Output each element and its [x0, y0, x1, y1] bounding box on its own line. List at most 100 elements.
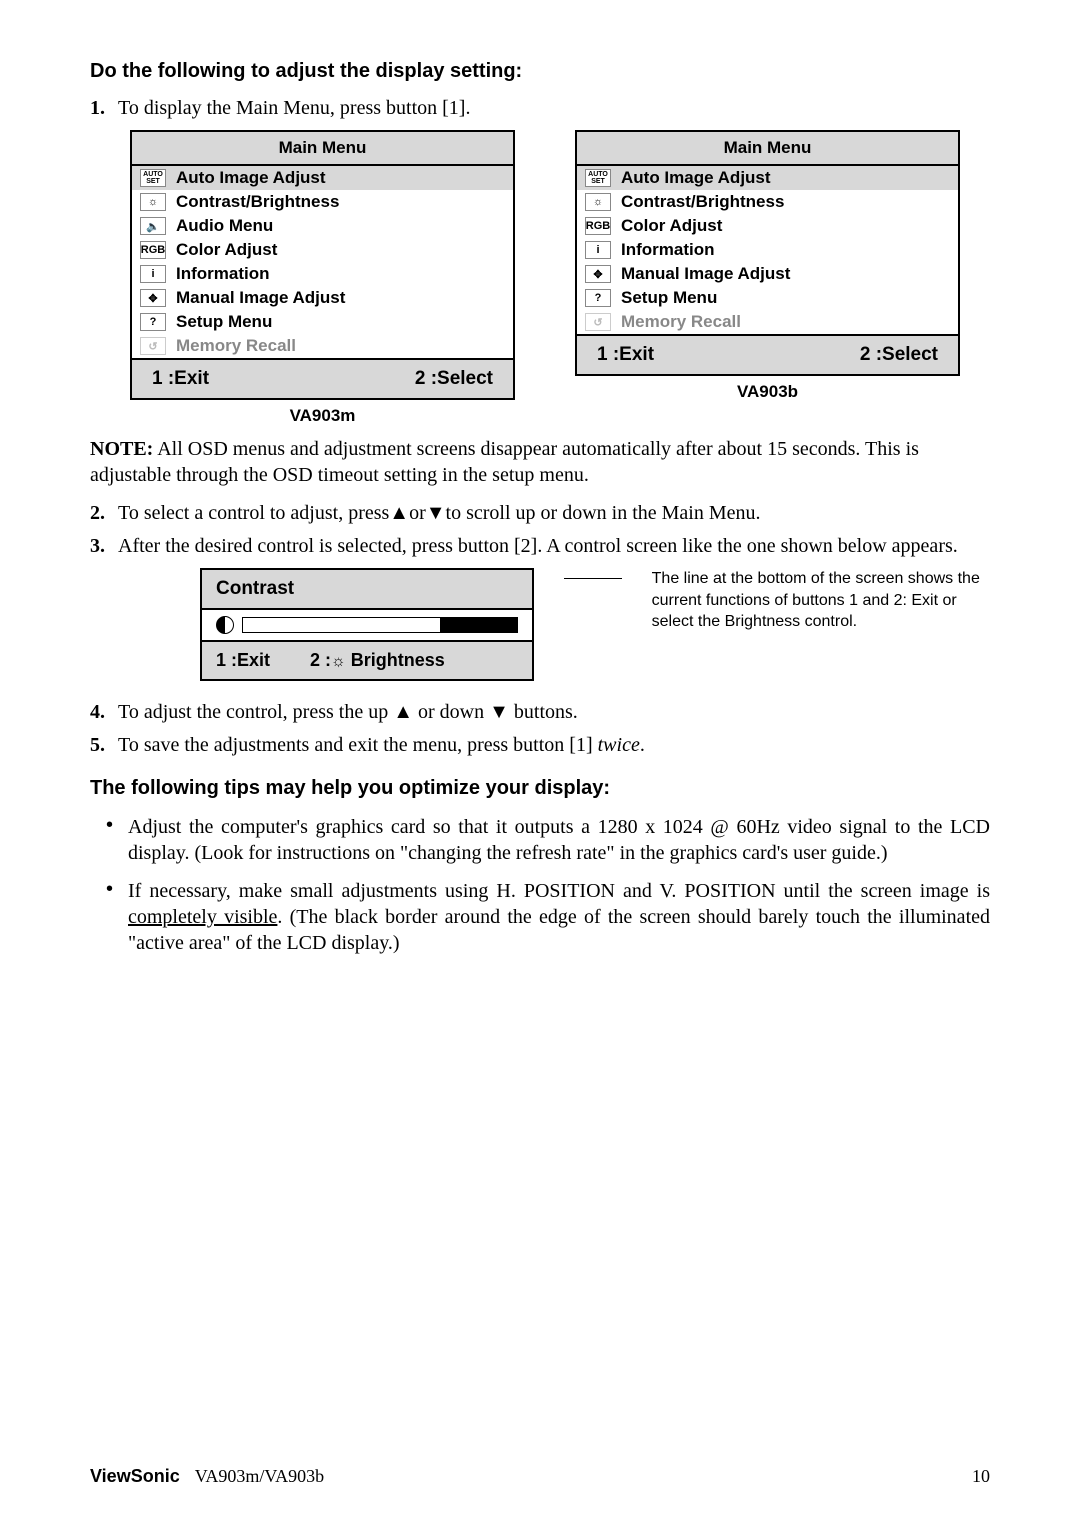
note-label: NOTE: [90, 438, 153, 460]
menu-item-label: Color Adjust [176, 240, 277, 260]
menu-item[interactable]: RGBColor Adjust [132, 238, 513, 262]
info-icon: i [140, 265, 166, 283]
brightness-label: 2 :☼ Brightness [310, 650, 445, 671]
menu-item[interactable]: ✥ Manual Image Adjust [132, 286, 513, 310]
tip-2: • If necessary, make small adjustments u… [90, 878, 990, 956]
footer-page: 10 [972, 1466, 990, 1487]
main-menu-left: Main Menu AUTOSET Auto Image Adjust ☼ Contr… [130, 130, 515, 400]
menu-item-label: Information [621, 240, 715, 260]
menu-item-label: Color Adjust [621, 216, 722, 236]
step-4: 4. To adjust the control, press the up ▲… [90, 701, 990, 724]
contrast-slider-fill [440, 618, 517, 632]
sun-icon: ☼ [585, 193, 611, 211]
menu-item-label: Auto Image Adjust [621, 168, 771, 188]
menu-item-label: Contrast/Brightness [176, 192, 339, 212]
callout-line [564, 578, 622, 579]
arrows-icon: ✥ [140, 289, 166, 307]
auto-set-icon: AUTOSET [585, 169, 611, 187]
menu-title: Main Menu [132, 132, 513, 164]
bullet-icon: • [106, 814, 128, 866]
menu-item[interactable]: AUTOSET Auto Image Adjust [577, 166, 958, 190]
step-number: 3. [90, 535, 118, 558]
main-menu-right: Main Menu AUTOSET Auto Image Adjust ☼ Contr… [575, 130, 960, 376]
arrows-icon: ✥ [585, 265, 611, 283]
menu-item[interactable]: ☼ Contrast/Brightness [577, 190, 958, 214]
callout-text: The line at the bottom of the screen sho… [652, 568, 990, 633]
menu-item-label: Manual Image Adjust [176, 288, 345, 308]
speaker-icon: 🔈 [140, 217, 166, 235]
menu-item[interactable]: ✥ Manual Image Adjust [577, 262, 958, 286]
sun-icon: ☼ [140, 193, 166, 211]
menu-item-label: Auto Image Adjust [176, 168, 326, 188]
menu-item[interactable]: AUTOSET Auto Image Adjust [132, 166, 513, 190]
contrast-footer: 1 :Exit 2 :☼ Brightness [202, 642, 532, 679]
recall-icon: ↺ [140, 337, 166, 355]
rgb-icon: RGB [585, 217, 611, 235]
exit-label: 1 :Exit [216, 650, 270, 671]
menu-footer: 1 :Exit 2 :Select [577, 336, 958, 374]
exit-label: 1 :Exit [152, 368, 209, 390]
step-1: 1. To display the Main Menu, press butto… [90, 97, 990, 120]
page-footer: ViewSonic VA903m/VA903b 10 [90, 1466, 990, 1487]
contrast-title: Contrast [202, 570, 532, 608]
sun-icon: ☼ [331, 653, 346, 670]
menu-item[interactable]: 🔈 Audio Menu [132, 214, 513, 238]
menu-title: Main Menu [577, 132, 958, 164]
menu-caption-left: VA903m [130, 406, 515, 426]
menu-item-label: Audio Menu [176, 216, 273, 236]
step-3: 3. After the desired control is selected… [90, 535, 990, 558]
contrast-slider-row [202, 608, 532, 642]
menu-right-column: Main Menu AUTOSET Auto Image Adjust ☼ Contr… [575, 130, 960, 426]
contrast-icon [216, 616, 234, 634]
menu-item-label: Setup Menu [621, 288, 717, 308]
step-text: After the desired control is selected, p… [118, 535, 958, 558]
menu-item[interactable]: RGB Color Adjust [577, 214, 958, 238]
step-number: 4. [90, 701, 118, 724]
note-text: All OSD menus and adjustment screens dis… [90, 438, 919, 486]
step-number: 5. [90, 734, 118, 757]
heading-tips: The following tips may help you optimize… [90, 777, 990, 800]
step-2: 2. To select a control to adjust, press▲… [90, 502, 990, 525]
menu-item-label: Information [176, 264, 270, 284]
tip-text: If necessary, make small adjustments usi… [128, 878, 990, 956]
contrast-slider[interactable] [242, 617, 518, 633]
step-text: To select a control to adjust, press▲or▼… [118, 502, 761, 525]
menu-item-label: Setup Menu [176, 312, 272, 332]
bullet-icon: • [106, 878, 128, 956]
heading-adjust: Do the following to adjust the display s… [90, 60, 990, 83]
menus-row: Main Menu AUTOSET Auto Image Adjust ☼ Contr… [130, 130, 990, 426]
footer-left: ViewSonic VA903m/VA903b [90, 1466, 324, 1487]
step-number: 1. [90, 97, 118, 120]
menu-item-label: Contrast/Brightness [621, 192, 784, 212]
step-text: To adjust the control, press the up ▲ or… [118, 701, 578, 724]
tip-1: • Adjust the computer's graphics card so… [90, 814, 990, 866]
menu-item-label: Memory Recall [176, 336, 296, 356]
footer-brand: ViewSonic [90, 1466, 180, 1486]
menu-item[interactable]: ↺ Memory Recall [132, 334, 513, 358]
note-block: NOTE: All OSD menus and adjustment scree… [90, 436, 990, 488]
tip-text: Adjust the computer's graphics card so t… [128, 814, 990, 866]
menu-footer: 1 :Exit 2 :Select [132, 360, 513, 398]
question-icon: ? [585, 289, 611, 307]
menu-item[interactable]: ? Setup Menu [132, 310, 513, 334]
menu-item[interactable]: ☼ Contrast/Brightness [132, 190, 513, 214]
step-number: 2. [90, 502, 118, 525]
select-label: 2 :Select [415, 368, 493, 390]
menu-item[interactable]: i Information [132, 262, 513, 286]
select-label: 2 :Select [860, 344, 938, 366]
menu-item[interactable]: i Information [577, 238, 958, 262]
question-icon: ? [140, 313, 166, 331]
menu-items: AUTOSET Auto Image Adjust ☼ Contrast/Bright… [132, 164, 513, 360]
menu-item[interactable]: ↺ Memory Recall [577, 310, 958, 334]
auto-set-icon: AUTOSET [140, 169, 166, 187]
menu-item-label: Manual Image Adjust [621, 264, 790, 284]
recall-icon: ↺ [585, 313, 611, 331]
footer-model: VA903m/VA903b [195, 1466, 324, 1486]
menu-item[interactable]: ? Setup Menu [577, 286, 958, 310]
step-text: To save the adjustments and exit the men… [118, 734, 645, 757]
exit-label: 1 :Exit [597, 344, 654, 366]
menu-left-column: Main Menu AUTOSET Auto Image Adjust ☼ Contr… [130, 130, 515, 426]
menu-items: AUTOSET Auto Image Adjust ☼ Contrast/Bright… [577, 164, 958, 336]
menu-item-label: Memory Recall [621, 312, 741, 332]
info-icon: i [585, 241, 611, 259]
